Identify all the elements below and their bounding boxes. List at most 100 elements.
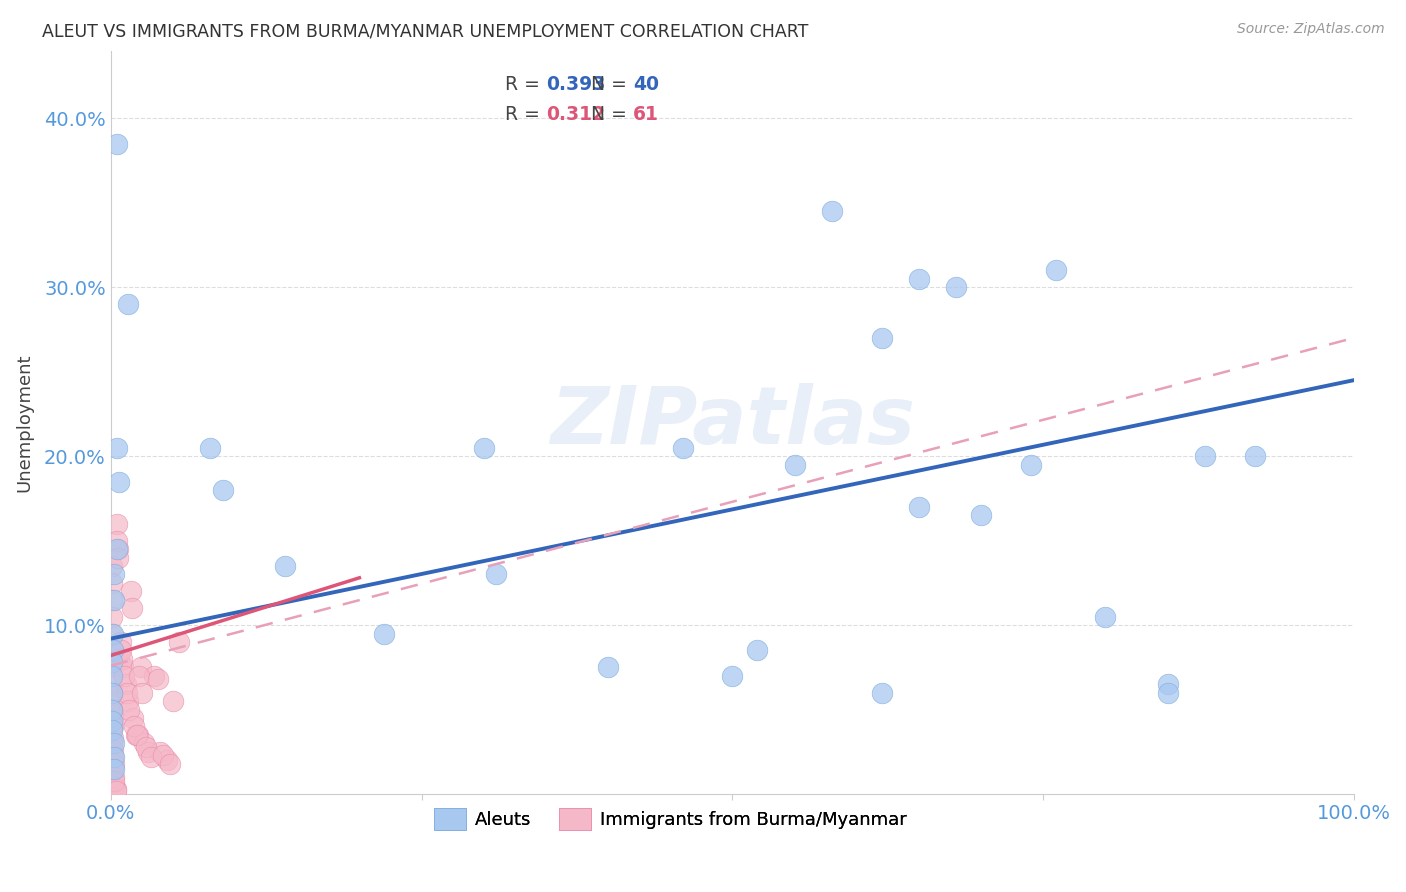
- Point: [103, 762, 125, 776]
- Point: [149, 745, 172, 759]
- Point: [105, 516, 128, 531]
- Point: [122, 711, 145, 725]
- Point: [101, 660, 124, 674]
- Point: [101, 626, 124, 640]
- Point: [485, 567, 508, 582]
- Point: [970, 508, 993, 523]
- Point: [108, 652, 131, 666]
- Point: [103, 743, 125, 757]
- Point: [107, 542, 129, 557]
- Text: 0.393: 0.393: [546, 75, 605, 94]
- Point: [101, 686, 124, 700]
- Point: [472, 441, 495, 455]
- Point: [1156, 686, 1178, 700]
- Point: [870, 686, 893, 700]
- Text: R =: R =: [505, 75, 546, 94]
- Point: [112, 669, 135, 683]
- Point: [110, 635, 132, 649]
- Point: [1094, 609, 1116, 624]
- Point: [114, 677, 136, 691]
- Point: [821, 204, 844, 219]
- Point: [129, 660, 152, 674]
- Point: [945, 280, 967, 294]
- Point: [721, 669, 744, 683]
- Point: [110, 643, 132, 657]
- Point: [373, 626, 395, 640]
- Point: [117, 694, 139, 708]
- Point: [156, 753, 179, 767]
- Point: [117, 297, 139, 311]
- Point: [112, 660, 135, 674]
- Point: [198, 441, 221, 455]
- Point: [101, 655, 124, 669]
- Text: ALEUT VS IMMIGRANTS FROM BURMA/MYANMAR UNEMPLOYMENT CORRELATION CHART: ALEUT VS IMMIGRANTS FROM BURMA/MYANMAR U…: [42, 22, 808, 40]
- Y-axis label: Unemployment: Unemployment: [15, 353, 32, 491]
- Point: [1194, 449, 1216, 463]
- Point: [103, 706, 125, 720]
- Point: [211, 483, 233, 497]
- Point: [103, 773, 125, 788]
- Point: [120, 584, 142, 599]
- Point: [103, 750, 125, 764]
- Point: [139, 750, 162, 764]
- Text: Source: ZipAtlas.com: Source: ZipAtlas.com: [1237, 22, 1385, 37]
- Point: [103, 626, 125, 640]
- Point: [101, 686, 124, 700]
- Point: [103, 567, 125, 582]
- Point: [101, 643, 124, 657]
- Point: [103, 643, 125, 657]
- Point: [747, 643, 769, 657]
- Point: [103, 736, 125, 750]
- Point: [135, 739, 157, 754]
- Point: [105, 441, 128, 455]
- Text: 40: 40: [633, 75, 659, 94]
- Point: [103, 770, 125, 784]
- Text: ZIPatlas: ZIPatlas: [550, 384, 915, 461]
- Point: [104, 783, 127, 797]
- Point: [103, 756, 125, 771]
- Point: [103, 719, 125, 733]
- Point: [104, 782, 127, 797]
- Point: [101, 592, 124, 607]
- Point: [783, 458, 806, 472]
- Text: 0.312: 0.312: [546, 105, 605, 124]
- Point: [101, 609, 124, 624]
- Text: R =: R =: [505, 105, 546, 124]
- Point: [103, 592, 125, 607]
- Point: [108, 475, 131, 489]
- Text: N =: N =: [591, 105, 633, 124]
- Point: [136, 745, 159, 759]
- Point: [1243, 449, 1265, 463]
- Point: [103, 779, 125, 793]
- Point: [101, 677, 124, 691]
- Point: [105, 542, 128, 557]
- Point: [101, 559, 124, 574]
- Point: [101, 714, 124, 729]
- Point: [596, 660, 619, 674]
- Point: [103, 762, 125, 776]
- Point: [101, 575, 124, 590]
- Point: [146, 672, 169, 686]
- Point: [1045, 263, 1067, 277]
- Point: [101, 703, 124, 717]
- Point: [121, 601, 143, 615]
- Point: [1019, 458, 1042, 472]
- Point: [167, 635, 190, 649]
- Point: [101, 723, 124, 737]
- Point: [105, 533, 128, 548]
- Point: [103, 750, 125, 764]
- Point: [127, 728, 149, 742]
- Point: [105, 136, 128, 151]
- Point: [115, 686, 138, 700]
- Point: [124, 728, 146, 742]
- Point: [103, 731, 125, 746]
- Point: [111, 652, 134, 666]
- Point: [672, 441, 695, 455]
- Point: [103, 694, 125, 708]
- Point: [124, 719, 146, 733]
- Point: [134, 736, 156, 750]
- Legend: Aleuts, Immigrants from Burma/Myanmar: Aleuts, Immigrants from Burma/Myanmar: [426, 801, 914, 837]
- Point: [101, 736, 124, 750]
- Text: N =: N =: [591, 75, 633, 94]
- Point: [908, 272, 931, 286]
